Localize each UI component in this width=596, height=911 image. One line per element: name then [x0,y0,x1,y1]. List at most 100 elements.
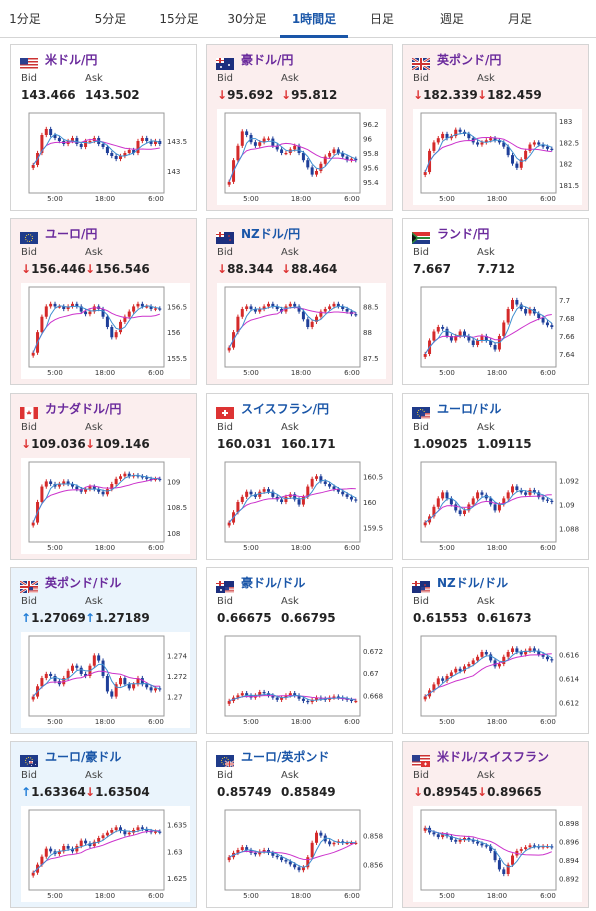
tab-7[interactable]: 月足 [507,12,532,26]
price-chart[interactable]: 160.5 160 159.5 5:00 18:00 6:00 [217,458,386,554]
currency-pair-link[interactable]: 豪ドル/円 [241,53,294,67]
y-tick-label: 109 [167,478,180,486]
rate-card[interactable]: 英ポンド/ドル Bid Ask ↑1.27069 ↑1.27189 1.274 1.272 1… [10,567,197,734]
price-chart[interactable]: 156.5 156 155.5 5:00 18:00 6:00 [21,283,190,379]
price-chart[interactable]: 96.2 96 95.8 95.6 95.4 5:00 18:00 6:00 [217,109,386,205]
x-tick-label: 5:00 [243,369,259,377]
candle-body [266,138,270,140]
ask-value: 7.712 [477,262,515,276]
y-tick-label: 1.09 [559,501,575,509]
candle-body [249,306,253,309]
y-tick-label: 0.892 [559,876,579,884]
price-chart[interactable]: 0.858 0.856 5:00 18:00 6:00 [217,806,386,902]
candle-body [484,140,488,143]
candle-body [149,478,153,481]
tab-4[interactable]: 1時間足 [280,0,348,38]
currency-pair-link[interactable]: ユーロ/円 [45,227,98,241]
currency-pair-link[interactable]: 米ドル/円 [45,53,98,67]
candle-body [136,303,140,307]
rate-card[interactable]: NZドル/円 Bid Ask ↓88.344 ↓88.464 88.5 88 87.5 5:00… [206,218,393,385]
candle-body [480,492,484,495]
price-chart[interactable]: 143.5 143 5:00 18:00 6:00 [21,109,190,205]
tab-3[interactable]: 30分足 [227,12,267,26]
rate-card[interactable]: ランド/円 Bid Ask 7.667 7.712 7.7 7.68 7.66 7.64 5:00… [402,218,589,385]
ask-label: Ask [477,596,495,607]
candle-body [53,676,57,682]
price-chart[interactable]: 0.672 0.67 0.668 5:00 18:00 6:00 [217,632,386,728]
candle-body [153,141,157,144]
currency-pair-link[interactable]: 豪ドル/ドル [241,576,306,590]
rate-card[interactable]: スイスフラン/円 Bid Ask 160.031 160.171 160.5 160 159.… [206,393,393,560]
price-chart[interactable]: 183 182.5 182 181.5 5:00 18:00 6:00 [413,109,582,205]
candle-body [511,155,515,164]
candle-body [345,842,349,844]
candle-body [123,316,127,322]
ma-long-line [32,307,160,353]
candle-body [323,481,327,484]
candle-body [454,336,458,341]
tab-0[interactable]: 1分足 [9,12,41,26]
rate-card[interactable]: ユーロ/豪ドル Bid Ask ↑1.63364 ↓1.63504 1.635 1.63 1.… [10,741,197,908]
candle-body [145,477,149,479]
candle-body [328,841,332,845]
rate-card[interactable]: 米ドル/円 Bid Ask 143.466 143.502 143.5 143 5:00 18:… [10,44,197,211]
tab-1[interactable]: 5分足 [94,12,127,26]
currency-pair-link[interactable]: NZドル/ドル [437,576,509,590]
candle-body [445,492,449,499]
currency-pair-link[interactable]: スイスフラン/円 [241,402,330,416]
price-chart[interactable]: 88.5 88 87.5 5:00 18:00 6:00 [217,283,386,379]
ma-long-line [32,138,160,166]
price-chart[interactable]: 1.092 1.09 1.088 5:00 18:00 6:00 [413,458,582,554]
currency-pair-link[interactable]: ランド/円 [437,227,490,241]
rate-card[interactable]: ユーロ/英ポンド Bid Ask 0.85749 0.85849 0.858 0.856 5:… [206,741,393,908]
ask-price: ↓95.812 [281,88,337,102]
y-tick-label: 1.092 [559,477,579,485]
candle-body [484,336,488,341]
currency-pair-link[interactable]: ユーロ/ドル [437,402,502,416]
tab-5[interactable]: 日足 [369,12,394,26]
candle-body [280,697,284,700]
rate-card[interactable]: NZドル/ドル Bid Ask 0.61553 0.61673 0.616 0.614 0.6… [402,567,589,734]
currency-pair-link[interactable]: 英ポンド/円 [437,53,502,67]
rate-card[interactable]: ユーロ/円 Bid Ask ↓156.446 ↓156.546 156.5 156 155.5… [10,218,197,385]
tab-2[interactable]: 15分足 [159,12,199,26]
rate-card[interactable]: 英ポンド/円 Bid Ask ↓182.339 ↓182.459 183 182.5 182 1… [402,44,589,211]
y-tick-label: 0.896 [559,839,580,847]
candle-body [49,848,53,852]
rate-card[interactable]: 米ドル/スイスフラン Bid Ask ↓0.89545 ↓0.89665 0.898 0.8… [402,741,589,908]
currency-pair-link[interactable]: ユーロ/英ポンド [241,750,330,764]
candle-body [297,499,301,505]
price-chart[interactable]: 1.274 1.272 1.27 5:00 18:00 6:00 [21,632,190,728]
rate-card[interactable]: 豪ドル/円 Bid Ask ↓95.692 ↓95.812 96.2 96 95.8 95.6 9… [206,44,393,211]
rate-card[interactable]: ユーロ/ドル Bid Ask 1.09025 1.09115 1.092 1.09 1.088… [402,393,589,560]
currency-pair-link[interactable]: 英ポンド/ドル [45,576,122,590]
price-chart[interactable]: 1.635 1.63 1.625 5:00 18:00 6:00 [21,806,190,902]
candle-body [541,846,545,848]
tab-6[interactable]: 週足 [439,12,464,26]
price-chart[interactable]: 0.616 0.614 0.612 5:00 18:00 6:00 [413,632,582,728]
candle-body [119,476,123,479]
candlestick-chart: 0.898 0.896 0.894 0.892 5:00 18:00 6:00 [420,809,580,900]
ma-short-line [424,650,553,697]
currency-pair-link[interactable]: ユーロ/豪ドル [45,750,122,764]
ask-arrow-icon: ↓ [281,262,292,276]
candle-body [476,340,480,345]
candle-body [236,695,240,698]
rate-card[interactable]: 豪ドル/ドル Bid Ask 0.66675 0.66795 0.672 0.67 0.668… [206,567,393,734]
ask-value: 143.502 [85,88,140,102]
x-tick-label: 6:00 [344,195,360,203]
ask-label: Ask [281,596,299,607]
candle-body [497,504,501,511]
currency-pair-link[interactable]: 米ドル/スイスフラン [437,750,550,764]
currency-pair-link[interactable]: カナダドル/円 [45,402,122,416]
price-chart[interactable]: 109 108.5 108 5:00 18:00 6:00 [21,458,190,554]
candle-body [66,670,70,679]
candle-body [153,831,157,833]
price-chart[interactable]: 7.7 7.68 7.66 7.64 5:00 18:00 6:00 [413,283,582,379]
currency-pair-link[interactable]: NZドル/円 [241,227,301,241]
price-chart[interactable]: 0.898 0.896 0.894 0.892 5:00 18:00 6:00 [413,806,582,902]
candle-body [271,303,275,307]
x-tick-label: 5:00 [47,718,63,726]
ask-price: ↓0.89665 [477,785,542,799]
rate-card[interactable]: カナダドル/円 Bid Ask ↓109.036 ↓109.146 109 108.5 108… [10,393,197,560]
